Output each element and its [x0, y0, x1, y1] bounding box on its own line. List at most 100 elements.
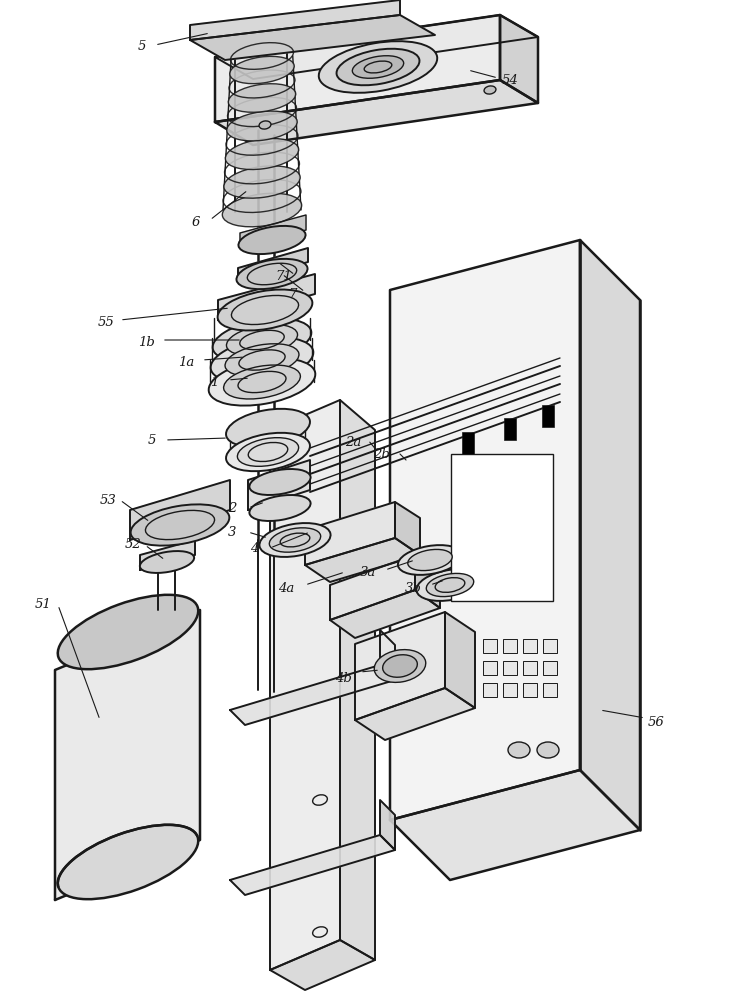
- Ellipse shape: [260, 523, 331, 557]
- Ellipse shape: [259, 121, 271, 129]
- Polygon shape: [270, 400, 340, 970]
- Ellipse shape: [383, 655, 418, 677]
- Polygon shape: [215, 15, 500, 122]
- Ellipse shape: [537, 742, 559, 758]
- Polygon shape: [390, 770, 640, 880]
- Ellipse shape: [238, 226, 306, 254]
- Polygon shape: [415, 555, 440, 608]
- Ellipse shape: [225, 344, 299, 376]
- Ellipse shape: [227, 325, 297, 355]
- Ellipse shape: [352, 56, 404, 78]
- Text: 5: 5: [138, 40, 146, 53]
- Text: 5: 5: [148, 434, 156, 446]
- Polygon shape: [238, 248, 308, 282]
- Ellipse shape: [236, 259, 308, 289]
- Bar: [543, 639, 557, 653]
- Ellipse shape: [218, 290, 312, 330]
- Text: 3b: 3b: [405, 582, 422, 594]
- Ellipse shape: [398, 545, 462, 575]
- Polygon shape: [305, 502, 395, 565]
- Bar: [503, 639, 517, 653]
- Text: 51: 51: [35, 598, 52, 611]
- Ellipse shape: [337, 49, 419, 85]
- Ellipse shape: [224, 365, 300, 399]
- Bar: [504, 418, 516, 440]
- Ellipse shape: [374, 650, 426, 682]
- Ellipse shape: [228, 84, 296, 112]
- Text: 3: 3: [228, 526, 236, 538]
- Polygon shape: [395, 502, 420, 555]
- Polygon shape: [390, 240, 580, 820]
- Ellipse shape: [58, 595, 199, 669]
- Text: 1a: 1a: [178, 356, 194, 368]
- Text: 2: 2: [228, 502, 236, 514]
- Polygon shape: [355, 688, 475, 740]
- Ellipse shape: [225, 138, 299, 170]
- Ellipse shape: [249, 469, 311, 495]
- Ellipse shape: [269, 528, 321, 552]
- Text: 7: 7: [288, 288, 297, 300]
- Text: 2a: 2a: [345, 436, 361, 448]
- Text: 4a: 4a: [278, 582, 294, 594]
- Text: 4b: 4b: [335, 672, 352, 684]
- Text: 2b: 2b: [373, 448, 390, 462]
- Bar: [462, 432, 474, 454]
- Polygon shape: [270, 940, 375, 990]
- Polygon shape: [330, 590, 440, 638]
- Bar: [483, 683, 497, 697]
- Polygon shape: [380, 630, 395, 680]
- Bar: [543, 661, 557, 675]
- Bar: [483, 639, 497, 653]
- Bar: [523, 661, 537, 675]
- Ellipse shape: [230, 56, 294, 84]
- Polygon shape: [190, 15, 435, 60]
- Text: 1b: 1b: [138, 336, 155, 349]
- Ellipse shape: [484, 86, 496, 94]
- Polygon shape: [340, 400, 375, 960]
- Ellipse shape: [416, 569, 483, 601]
- Polygon shape: [580, 240, 640, 830]
- Polygon shape: [230, 665, 395, 725]
- Ellipse shape: [226, 409, 310, 447]
- Text: 6: 6: [192, 216, 201, 229]
- Polygon shape: [500, 15, 538, 103]
- Ellipse shape: [210, 337, 314, 383]
- Ellipse shape: [224, 166, 300, 198]
- Ellipse shape: [319, 41, 437, 93]
- Text: 4: 4: [250, 542, 258, 554]
- Text: 3a: 3a: [360, 566, 376, 578]
- Polygon shape: [248, 460, 310, 510]
- FancyBboxPatch shape: [451, 454, 553, 601]
- Text: 53: 53: [100, 493, 117, 506]
- Ellipse shape: [227, 111, 297, 141]
- Polygon shape: [55, 610, 200, 900]
- Polygon shape: [140, 540, 195, 570]
- Bar: [543, 683, 557, 697]
- Polygon shape: [190, 0, 400, 40]
- Bar: [523, 639, 537, 653]
- Polygon shape: [380, 800, 395, 850]
- Text: 56: 56: [648, 716, 665, 728]
- Ellipse shape: [408, 549, 452, 571]
- Ellipse shape: [222, 193, 302, 227]
- Polygon shape: [330, 555, 415, 620]
- Polygon shape: [218, 274, 315, 320]
- Text: 54: 54: [502, 74, 519, 87]
- Ellipse shape: [213, 318, 311, 362]
- Polygon shape: [355, 612, 445, 720]
- Polygon shape: [240, 215, 306, 248]
- Ellipse shape: [508, 742, 530, 758]
- Ellipse shape: [226, 433, 310, 471]
- Bar: [523, 683, 537, 697]
- Text: 52: 52: [125, 538, 142, 552]
- Ellipse shape: [238, 438, 299, 466]
- Text: 1: 1: [210, 375, 218, 388]
- Bar: [483, 661, 497, 675]
- Ellipse shape: [58, 825, 199, 899]
- Polygon shape: [215, 15, 538, 79]
- Polygon shape: [445, 612, 475, 708]
- Polygon shape: [215, 80, 538, 145]
- Polygon shape: [230, 835, 395, 895]
- Polygon shape: [130, 480, 230, 540]
- Text: 71: 71: [275, 270, 292, 284]
